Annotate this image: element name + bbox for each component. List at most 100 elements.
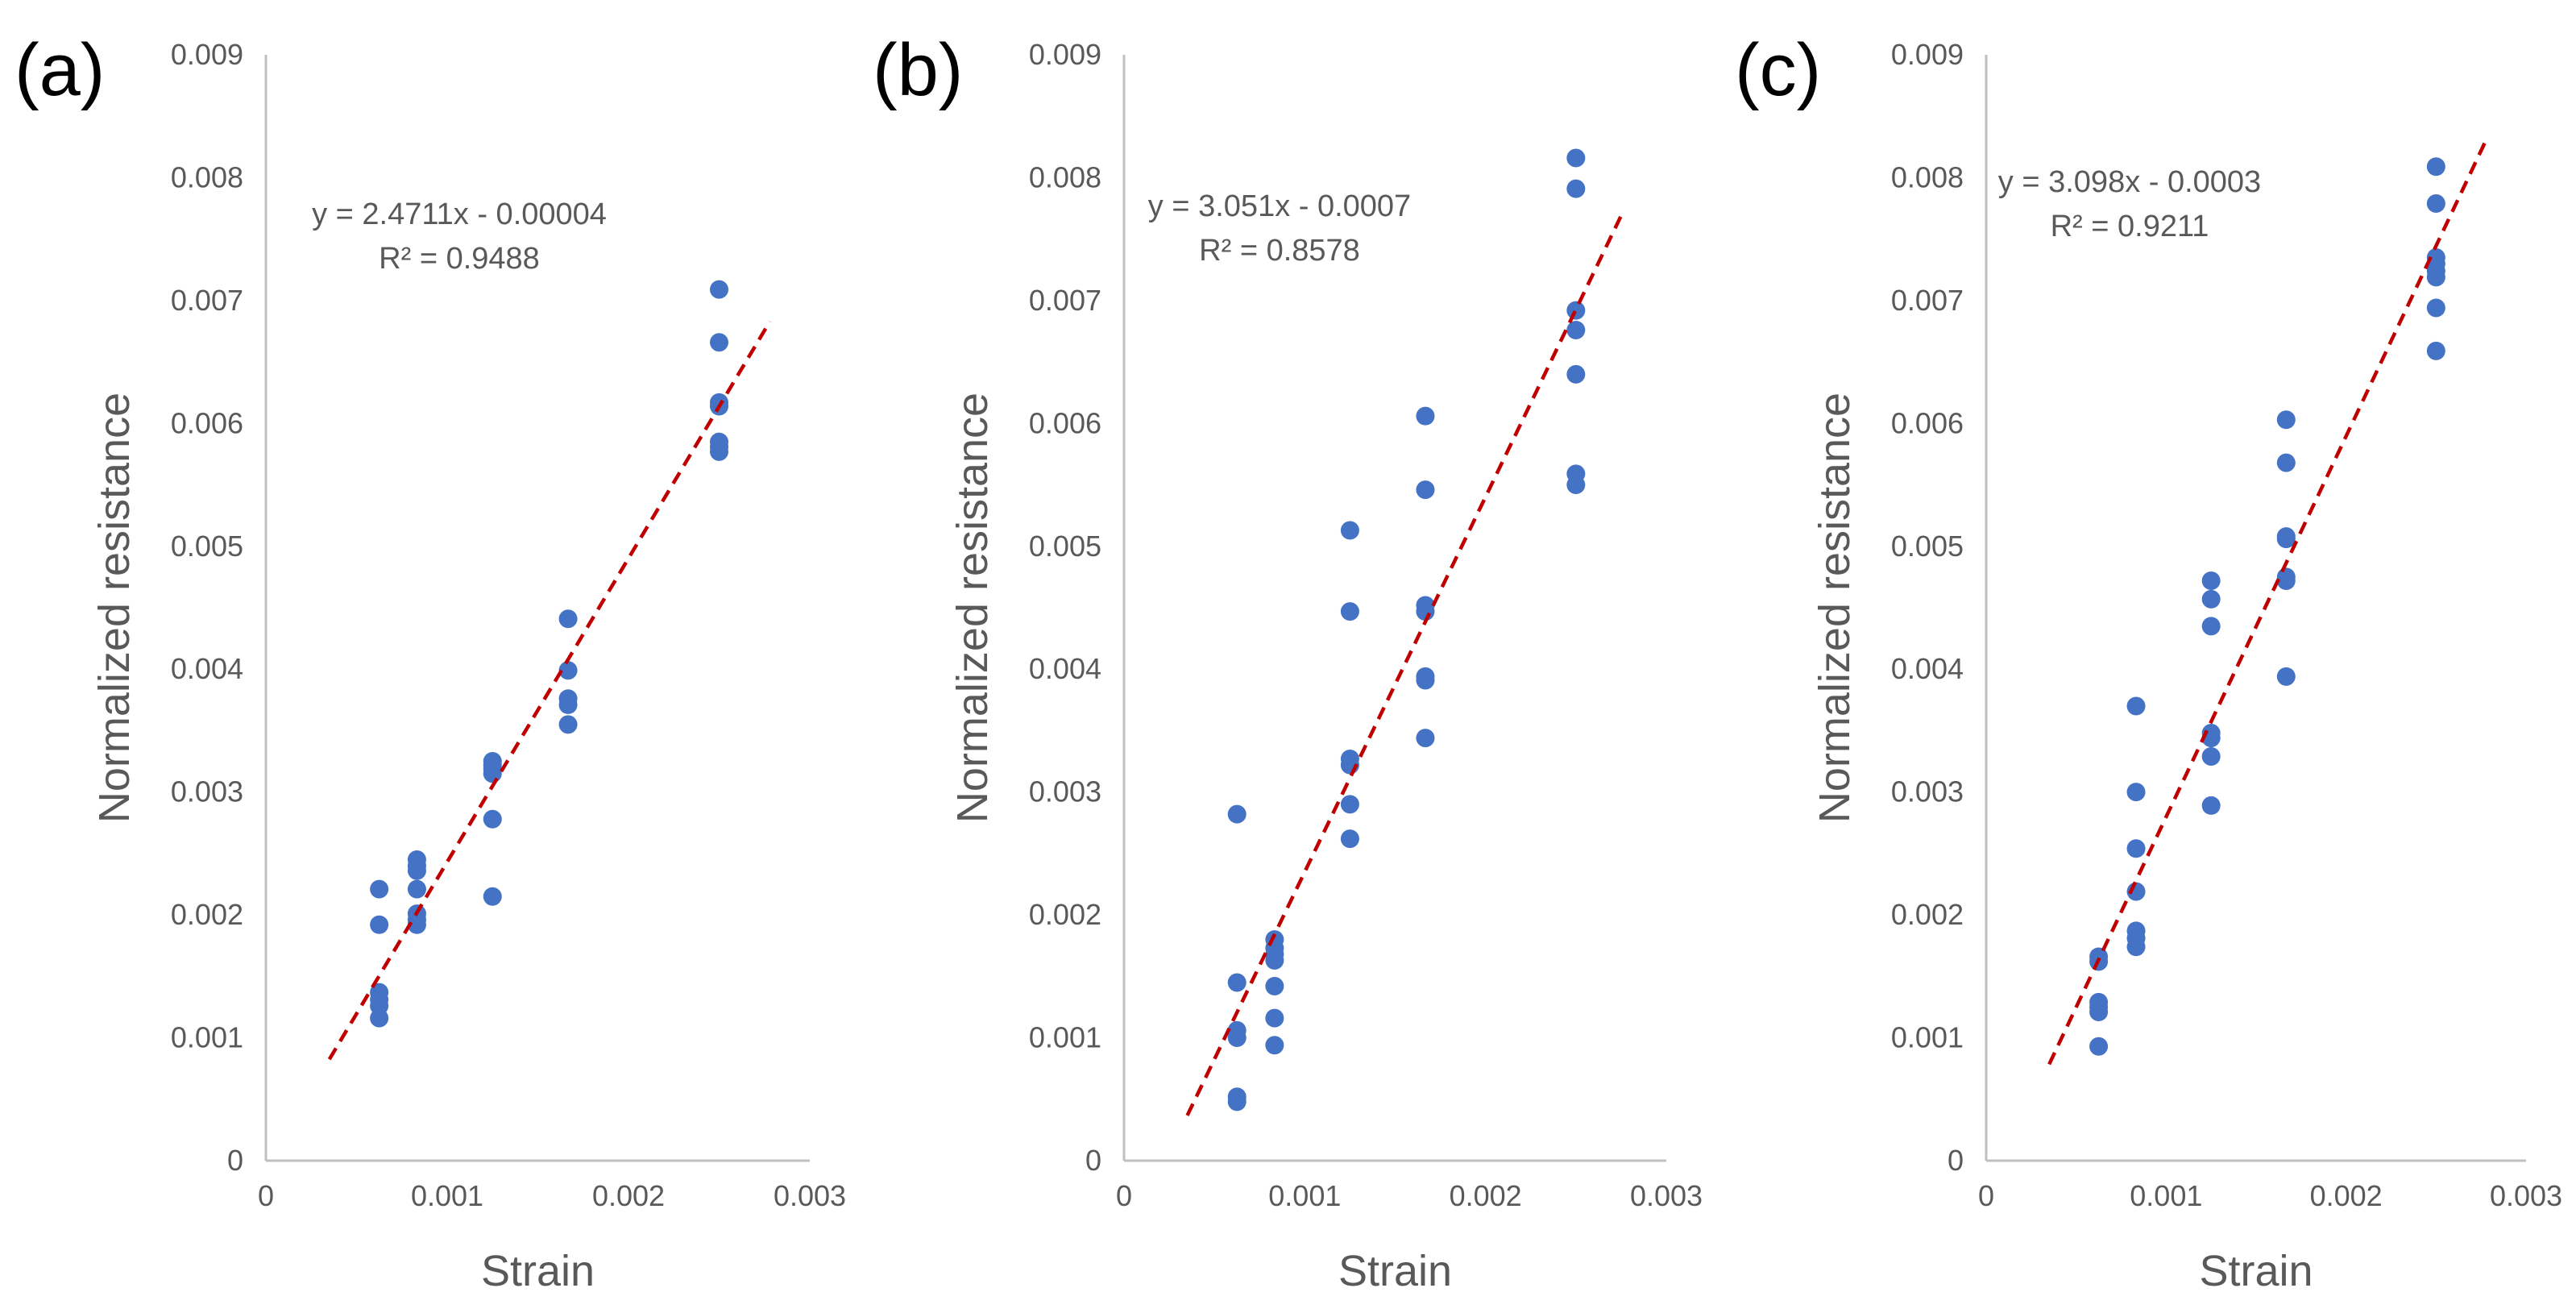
- panel-c-x-tick-label: 0.001: [2130, 1179, 2202, 1212]
- panel-c-data-point: [2126, 937, 2146, 957]
- panel-b-equation: y = 3.051x - 0.0007: [1148, 189, 1411, 223]
- panel-b-data-point: [1566, 148, 1586, 168]
- panel-c-data-point: [2276, 530, 2296, 549]
- panel-b-y-tick-label: 0.009: [1029, 38, 1101, 71]
- panel-a-x-tick-label: 0.002: [592, 1179, 665, 1212]
- panel-a-data-point: [558, 661, 578, 680]
- panel-b-x-tick-label: 0.001: [1268, 1179, 1341, 1212]
- panel-b-x-tick-label: 0.003: [1630, 1179, 1703, 1212]
- panel-c-y-tick-label: 0.007: [1891, 284, 1964, 317]
- panel-c-data-point: [2126, 696, 2146, 716]
- panel-c-data-point: [2126, 783, 2146, 802]
- panel-c-data-point: [2426, 193, 2445, 213]
- panel-b-x-tick-label: 0: [1116, 1179, 1132, 1212]
- panel-a-data-point: [407, 879, 426, 899]
- panel-c-y-tick-label: 0.004: [1891, 652, 1964, 685]
- panel-b-data-point: [1416, 671, 1435, 690]
- panel-a-data-point: [370, 915, 389, 934]
- panel-b-y-tick-label: 0.005: [1029, 530, 1101, 563]
- panel-c-x-tick-label: 0: [1978, 1179, 1994, 1212]
- panel-a-y-tick-label: 0.002: [171, 898, 243, 931]
- panel-b-data-point: [1416, 480, 1435, 500]
- panel-a-data-point: [558, 609, 578, 629]
- panel-c-data-point: [2201, 589, 2221, 609]
- panel-a-data-point: [483, 764, 502, 783]
- panel-b-data-point: [1265, 1036, 1284, 1055]
- panel-c-data-point: [2201, 796, 2221, 815]
- panel-c-x-tick-label: 0.002: [2310, 1179, 2383, 1212]
- panel-c-y-tick-label: 0.006: [1891, 406, 1964, 439]
- panel-c-y-tick-label: 0: [1948, 1144, 1964, 1177]
- panel-b-data-point: [1227, 804, 1247, 824]
- panel-b-data-point: [1416, 406, 1435, 426]
- panel-b-y-tick-label: 0.002: [1029, 898, 1101, 931]
- panel-c-r-squared: R² = 0.9211: [2051, 210, 2209, 243]
- panel-b-x-axis-title: Strain: [1338, 1247, 1452, 1295]
- panel-a-y-tick-label: 0.006: [171, 406, 243, 439]
- panel-a-data-point: [370, 879, 389, 899]
- panel-a-data-point: [483, 809, 502, 829]
- panel-c-y-tick-label: 0.002: [1891, 898, 1964, 931]
- panel-a-data-point: [558, 715, 578, 734]
- panel-a-data-point: [558, 695, 578, 714]
- panel-a-y-tick-label: 0: [227, 1144, 243, 1177]
- panel-c-data-point: [2276, 571, 2296, 590]
- panel-a-x-tick-label: 0: [258, 1179, 274, 1212]
- panel-c-label: (c): [1735, 29, 1821, 111]
- panel-a-r-squared: R² = 0.9488: [379, 242, 540, 276]
- panel-b-y-tick-label: 0.003: [1029, 775, 1101, 808]
- panel-b-data-point: [1340, 521, 1359, 540]
- panel-c-x-axis-title: Strain: [2199, 1247, 2313, 1295]
- panel-c-y-tick-label: 0.003: [1891, 775, 1964, 808]
- panel-b-data-point: [1340, 795, 1359, 814]
- panel-b-data-point: [1227, 1028, 1247, 1048]
- panel-c-data-point: [2426, 268, 2445, 287]
- panel-b-data-point: [1566, 476, 1586, 495]
- panel-c-y-tick-label: 0.008: [1891, 160, 1964, 193]
- panel-b-x-tick-label: 0.002: [1450, 1179, 1522, 1212]
- panel-c-data-point: [2276, 453, 2296, 472]
- panel-b-data-point: [1265, 1008, 1284, 1028]
- panel-b-trendline: [1185, 214, 1623, 1116]
- panel-c-data-point: [2126, 839, 2146, 858]
- panel-c-equation: y = 3.098x - 0.0003: [1998, 165, 2261, 199]
- panel-a-x-tick-label: 0.001: [411, 1179, 483, 1212]
- panel-c-data-point: [2276, 410, 2296, 430]
- panel-a-equation: y = 2.4711x - 0.00004: [312, 197, 607, 231]
- panel-a-y-tick-label: 0.009: [171, 38, 243, 71]
- panel-b-y-tick-label: 0: [1085, 1144, 1101, 1177]
- panel-c-data-point: [2201, 746, 2221, 766]
- panel-b-y-tick-label: 0.007: [1029, 284, 1101, 317]
- panel-a-y-axis-title: Normalized resistance: [90, 393, 139, 823]
- panel-a-data-point: [483, 887, 502, 906]
- panel-b-data-point: [1227, 1092, 1247, 1111]
- panel-c-data-point: [2426, 341, 2445, 360]
- panel-b-data-point: [1265, 977, 1284, 996]
- panel-a-data-point: [710, 442, 728, 461]
- panel-b: (b) y = 3.051x - 0.0007 R² = 0.8578 0 0.0…: [873, 29, 1703, 1295]
- panel-a-trendline: [327, 320, 772, 1061]
- panel-a-y-tick-label: 0.005: [171, 530, 243, 563]
- panel-c-x-tick-label: 0.003: [2490, 1179, 2562, 1212]
- panel-a-data-point: [407, 915, 426, 934]
- panel-b-data-point: [1566, 301, 1586, 320]
- panel-c-data-point: [2201, 617, 2221, 636]
- panel-c-trendline: [2047, 138, 2488, 1066]
- panel-b-data-point: [1566, 320, 1586, 339]
- panel-b-data-point: [1227, 973, 1247, 992]
- panel-c-data-point: [2201, 571, 2221, 590]
- panel-b-label: (b): [873, 29, 963, 111]
- panel-a-x-tick-label: 0.003: [774, 1179, 846, 1212]
- panel-b-r-squared: R² = 0.8578: [1199, 234, 1360, 268]
- panel-c-y-tick-label: 0.001: [1891, 1021, 1964, 1054]
- panel-a-label: (a): [15, 29, 105, 111]
- panel-a-y-tick-label: 0.003: [171, 775, 243, 808]
- panel-c: (c) y = 3.098x - 0.0003 R² = 0.9211 0 0.0…: [1735, 29, 2562, 1295]
- panel-b-y-axis-title: Normalized resistance: [948, 393, 997, 823]
- panel-c-y-tick-label: 0.005: [1891, 530, 1964, 563]
- panel-a-y-tick-label: 0.004: [171, 652, 243, 685]
- panel-a-data-point: [407, 861, 426, 880]
- panel-b-data-point: [1416, 729, 1435, 748]
- panel-c-y-axis-title: Normalized resistance: [1811, 393, 1859, 823]
